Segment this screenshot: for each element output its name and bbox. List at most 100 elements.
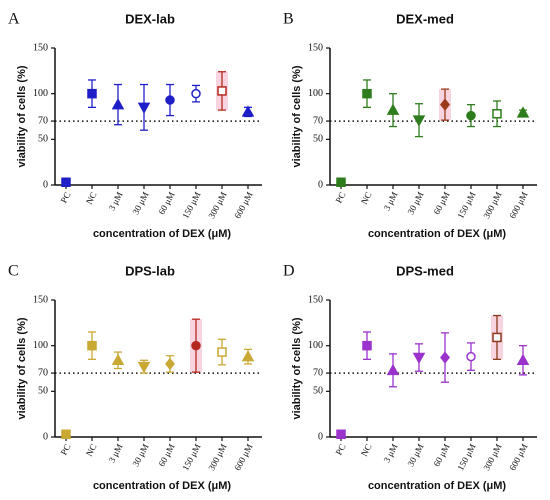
marker [440,98,450,111]
marker [492,109,502,119]
x-tick-label: NC [359,442,374,458]
marker [191,88,201,99]
chart-title: DEX-lab [125,11,175,26]
marker [241,350,255,362]
marker [165,95,175,105]
marker [466,351,476,362]
marker [165,357,175,371]
y-axis-label: viability of cells (%) [16,317,28,419]
y-tick-label: 150 [33,294,48,305]
x-tick-label: 30 μM [405,190,425,216]
x-tick-label: 150 μM [180,190,202,220]
x-tick-label: 30 μM [405,442,425,468]
marker [336,429,346,440]
y-tick-label: 100 [308,340,323,351]
panel-label: A [8,11,20,28]
x-tick-label: 150 μM [455,442,477,472]
y-tick-label: 50 [38,386,48,397]
marker [111,98,125,110]
x-tick-label: NC [359,190,374,206]
marker [61,429,71,440]
x-tick-label: 60 μM [431,190,451,216]
x-tick-label: 3 μM [107,442,125,464]
y-tick-label: 0 [318,179,323,190]
y-tick-label: 50 [313,386,323,397]
y-tick-label: 150 [33,42,48,53]
y-tick-label: 50 [313,134,323,145]
panel-label: C [8,263,19,280]
y-tick-label: 0 [43,179,48,190]
panel: D DPS-med viability of cells (%) concentrat… [283,263,537,492]
x-tick-label: 300 μM [206,190,228,220]
x-tick-label: NC [84,442,99,458]
y-tick-label: 70 [38,115,48,126]
marker [440,351,450,364]
panel: B DEX-med viability of cells (%) concentrat… [283,11,537,240]
y-axis-label: viability of cells (%) [291,317,303,419]
marker [87,88,97,99]
y-tick-label: 0 [318,431,323,442]
marker [217,86,227,96]
x-tick-label: 600 μM [507,442,529,472]
x-tick-label: NC [84,190,99,206]
y-tick-label: 70 [313,367,323,378]
x-axis-label: concentration of DEX (μM) [93,480,231,492]
x-tick-label: 60 μM [156,442,176,468]
x-tick-label: PC [334,442,348,456]
y-tick-label: 150 [308,294,323,305]
marker [516,106,530,118]
chart-title: DEX-med [396,11,454,26]
marker [61,177,71,188]
y-tick-label: 70 [313,115,323,126]
marker [191,340,201,351]
x-tick-label: 150 μM [455,190,477,220]
x-tick-label: PC [334,190,348,204]
x-tick-label: PC [59,190,73,204]
x-axis-label: concentration of DEX (μM) [368,480,506,492]
y-axis-label: viability of cells (%) [291,65,303,167]
panel: C DPS-lab viability of cells (%) concentrat… [8,263,262,492]
marker [362,88,372,99]
y-tick-label: 70 [38,367,48,378]
x-tick-label: 300 μM [481,442,503,472]
marker [111,353,125,366]
marker [412,115,426,127]
x-tick-label: 600 μM [232,190,254,220]
x-tick-label: 300 μM [481,190,503,220]
x-tick-label: 30 μM [130,442,150,468]
x-tick-label: 3 μM [107,190,125,212]
marker [87,340,97,351]
marker [362,340,372,351]
marker [492,332,502,343]
x-tick-label: 3 μM [382,442,400,464]
x-tick-label: 600 μM [507,190,529,220]
marker [137,361,151,374]
y-tick-label: 0 [43,431,48,442]
x-axis-label: concentration of DEX (μM) [93,228,231,240]
panel: A DEX-lab viability of cells (%) concentrat… [8,11,262,240]
chart-title: DPS-med [396,263,454,278]
y-tick-label: 50 [38,134,48,145]
y-tick-label: 100 [308,88,323,99]
x-tick-label: PC [59,442,73,456]
x-tick-label: 60 μM [431,442,451,468]
x-tick-label: 60 μM [156,190,176,216]
panel-label: B [283,11,294,28]
marker [412,352,426,365]
x-axis-label: concentration of DEX (μM) [368,228,506,240]
x-tick-label: 30 μM [130,190,150,216]
marker [466,110,476,121]
x-tick-label: 3 μM [382,190,400,212]
marker [241,105,255,117]
x-tick-label: 600 μM [232,442,254,472]
marker [516,353,530,366]
x-tick-label: 150 μM [180,442,202,472]
y-tick-label: 100 [33,88,48,99]
marker [217,347,227,357]
y-tick-label: 100 [33,340,48,351]
marker [137,102,151,114]
x-tick-label: 300 μM [206,442,228,472]
marker [386,363,400,376]
y-tick-label: 150 [308,42,323,53]
